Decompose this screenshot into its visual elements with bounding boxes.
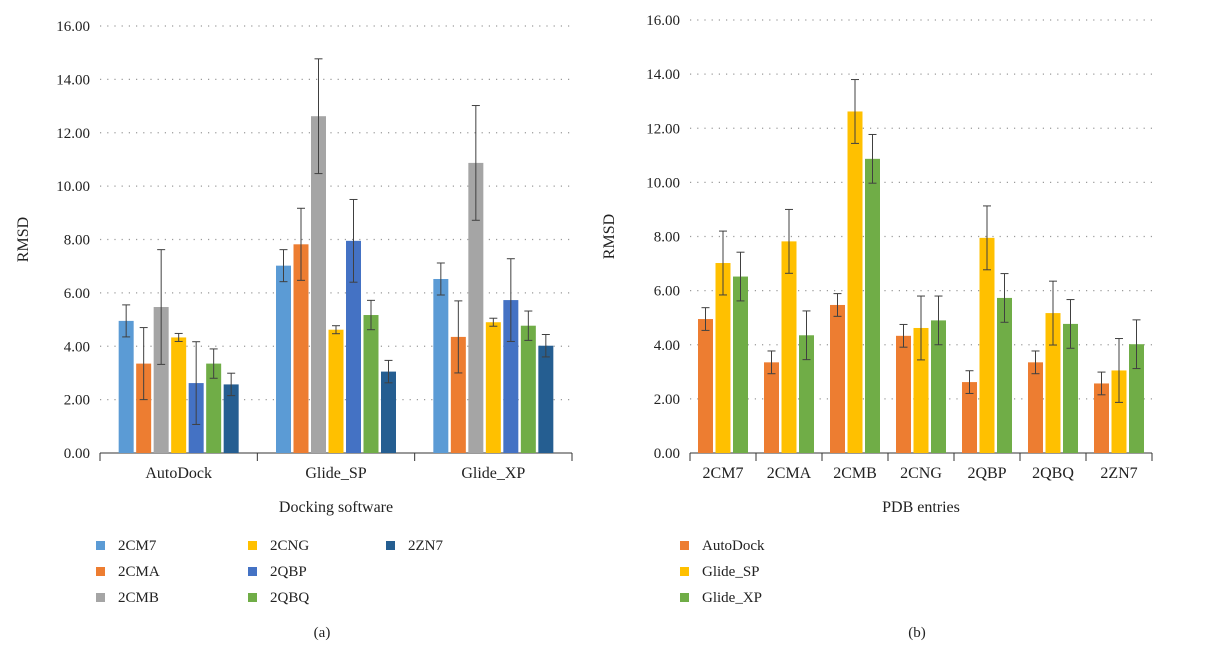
y-tick-label: 14.00 [646,67,680,83]
bar [913,327,929,453]
bar [485,322,501,453]
bar [764,362,779,453]
x-tick-label: 2QBQ [1032,465,1074,482]
legend-entry: 2CM7 [118,538,157,554]
x-tick-label: Glide_XP [461,465,525,482]
legend-swatch [96,567,105,576]
bar [118,320,134,453]
bar [1063,323,1078,453]
y-tick-label: 6.00 [654,284,680,300]
legend-swatch [96,541,105,550]
y-tick-label: 12.00 [646,121,680,137]
y-tick-label: 2.00 [64,393,90,409]
legend-swatch [680,541,689,550]
bar [223,384,239,453]
bar [468,162,484,454]
legend-entry: 2CMA [118,564,160,580]
bar [830,304,845,453]
bar [1111,370,1127,453]
legend-entry: AutoDock [702,538,765,554]
legend-swatch [248,567,257,576]
legend-swatch [680,593,689,602]
legend-entry: 2CMB [118,590,159,606]
bar [931,320,946,453]
x-tick-label: 2ZN7 [1100,465,1137,482]
y-tick-label: 0.00 [64,446,90,462]
bar [433,278,449,453]
bar [847,111,863,453]
bar [1129,344,1144,453]
x-tick-label: AutoDock [145,465,212,482]
legend-swatch [248,593,257,602]
bar [206,363,222,453]
legend-swatch [248,541,257,550]
bar [311,116,326,454]
bar [293,244,309,453]
legend-swatch [680,567,689,576]
bar [896,335,911,453]
bar [1045,313,1061,453]
x-tick-label: 2CMB [833,465,877,482]
y-tick-label: 2.00 [654,392,680,408]
bar [698,319,713,453]
bar [781,241,797,453]
y-tick-label: 4.00 [64,339,90,355]
legend-entry: 2ZN7 [408,538,443,554]
y-tick-label: 0.00 [654,446,680,462]
bar [276,265,291,453]
bar [538,345,554,453]
legend-entry: 2QBQ [270,590,309,606]
bar [997,297,1012,453]
x-tick-label: Glide_SP [305,465,366,482]
y-tick-label: 10.00 [56,179,90,195]
bar [381,371,396,453]
bar [979,237,995,453]
bar [715,263,731,453]
bar [962,382,977,453]
legend-entry: 2QBP [270,564,307,580]
x-tick-label: 2CMA [767,465,812,482]
y-tick-label: 4.00 [654,338,680,354]
bar [865,158,880,453]
x-tick-label: 2CM7 [703,465,744,482]
panel-label: (a) [314,625,331,641]
legend-entry: Glide_SP [702,564,760,580]
bar [520,325,536,453]
bar [1028,362,1043,453]
bar [363,315,379,453]
x-tick-label: 2QBP [967,465,1006,482]
y-tick-label: 12.00 [56,126,90,142]
y-tick-label: 16.00 [646,13,680,29]
y-tick-label: 14.00 [56,72,90,88]
panel-label: (b) [908,625,926,641]
bar [733,276,748,453]
y-tick-label: 10.00 [646,175,680,191]
bar [450,336,466,453]
bar [799,335,814,453]
legend-entry: 2CNG [270,538,309,554]
y-tick-label: 16.00 [56,19,90,35]
legend-swatch [96,593,105,602]
x-tick-label: 2CNG [900,465,942,482]
y-axis-title: RMSD [601,214,618,259]
bar [503,300,519,453]
legend-swatch [386,541,395,550]
x-axis-title: Docking software [279,499,393,516]
bar [346,240,361,453]
y-axis-title: RMSD [15,217,32,262]
y-tick-label: 8.00 [654,230,680,246]
bar [171,337,187,453]
bar [136,363,152,453]
y-tick-label: 6.00 [64,286,90,302]
x-axis-title: PDB entries [882,499,960,516]
y-tick-label: 8.00 [64,233,90,249]
bar [328,329,344,453]
bar [1094,383,1109,453]
legend-entry: Glide_XP [702,590,762,606]
bar [153,307,169,453]
